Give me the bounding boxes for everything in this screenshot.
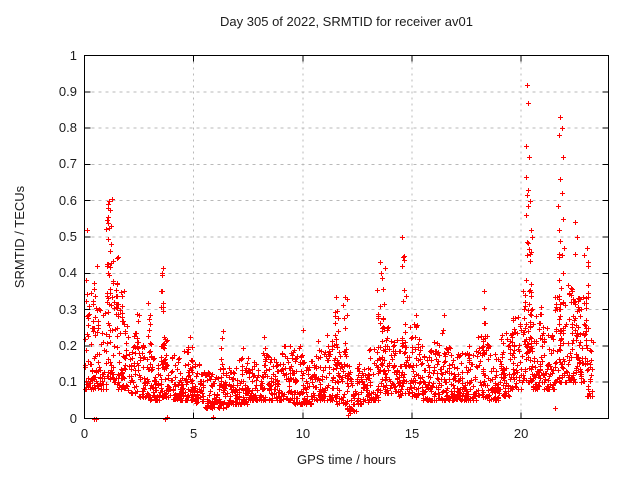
x-tick-label: 0 — [80, 426, 89, 441]
x-tick-label: 10 — [295, 426, 311, 441]
x-tick-label: 20 — [513, 426, 529, 441]
y-tick-label: 0.8 — [58, 120, 77, 136]
y-tick-label: 0.7 — [58, 156, 77, 172]
x-axis-label: GPS time / hours — [297, 452, 396, 467]
x-tick-label: 15 — [404, 426, 420, 441]
y-tick-label: 0.2 — [58, 337, 77, 353]
plot-frame — [84, 55, 609, 419]
y-tick-label: 0.3 — [58, 301, 77, 317]
y-tick-label: 0.4 — [58, 265, 77, 281]
y-tick-label: 0.6 — [58, 192, 77, 208]
scatter-points — [83, 83, 596, 422]
y-tick-label: 0.5 — [58, 229, 77, 244]
x-tick-label: 5 — [190, 426, 198, 441]
chart-title: Day 305 of 2022, SRMTID for receiver av0… — [220, 14, 473, 29]
y-tick-label: 0.1 — [58, 374, 77, 390]
y-tick-label: 0 — [69, 410, 77, 426]
y-tick-label: 1 — [69, 47, 77, 63]
y-tick-label: 0.9 — [58, 83, 77, 99]
